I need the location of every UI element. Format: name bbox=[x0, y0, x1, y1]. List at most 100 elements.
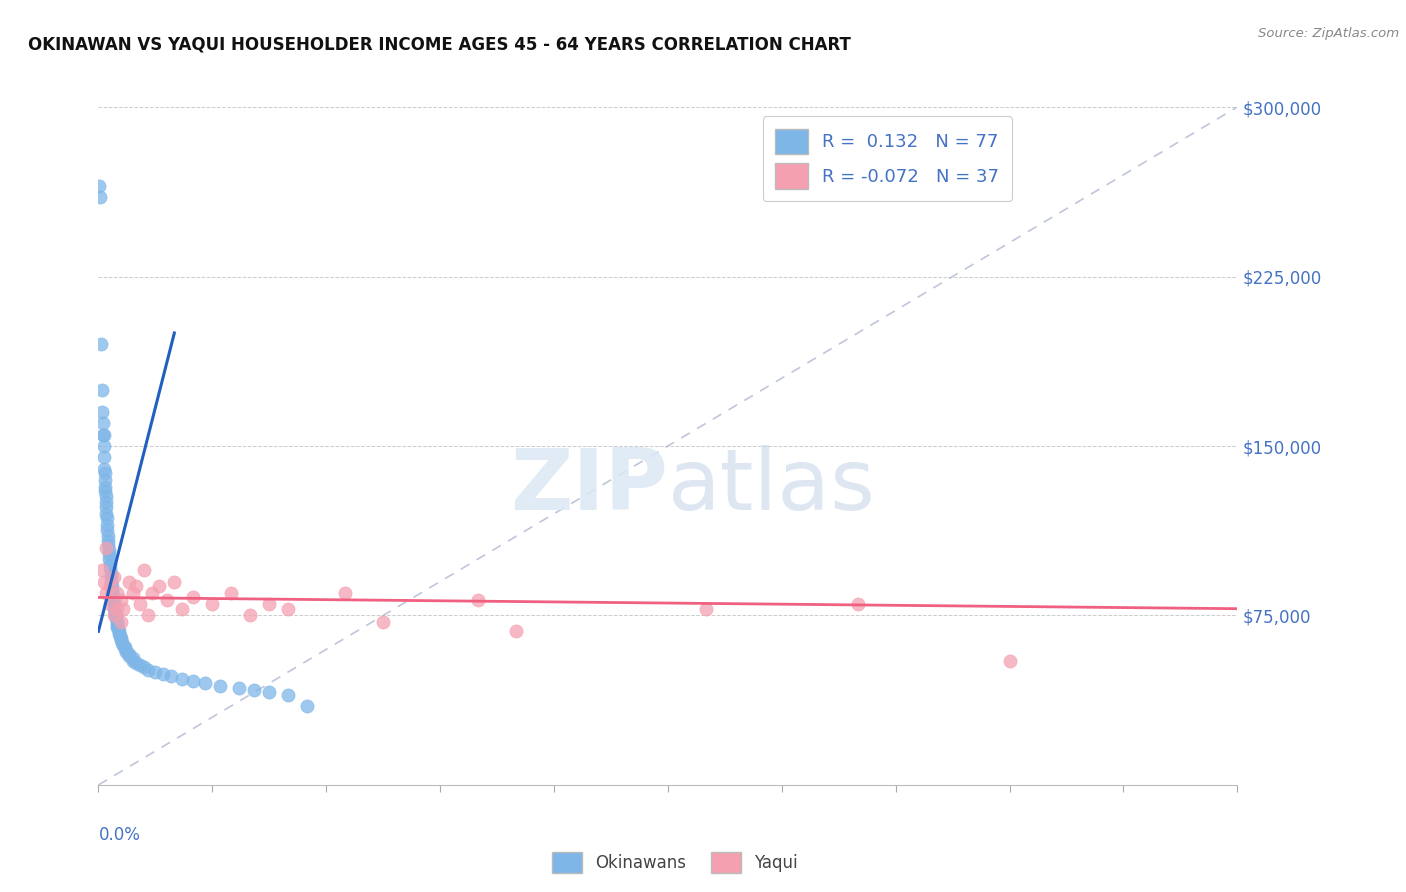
Point bbox=[111, 635, 134, 649]
Point bbox=[121, 651, 143, 665]
Point bbox=[110, 592, 132, 607]
Point bbox=[97, 533, 120, 548]
Point bbox=[505, 624, 527, 639]
Text: OKINAWAN VS YAQUI HOUSEHOLDER INCOME AGES 45 - 64 YEARS CORRELATION CHART: OKINAWAN VS YAQUI HOUSEHOLDER INCOME AGE… bbox=[28, 36, 851, 54]
Text: atlas: atlas bbox=[668, 445, 876, 528]
Point bbox=[194, 676, 217, 690]
Point bbox=[152, 667, 174, 681]
Point bbox=[103, 608, 125, 623]
Text: ZIP: ZIP bbox=[510, 445, 668, 528]
Point bbox=[98, 561, 121, 575]
Point bbox=[89, 190, 111, 204]
Point bbox=[94, 466, 117, 480]
Point bbox=[101, 591, 124, 605]
Point bbox=[115, 645, 138, 659]
Point bbox=[156, 592, 179, 607]
Point bbox=[94, 500, 117, 514]
Point bbox=[96, 518, 118, 533]
Point bbox=[136, 663, 159, 677]
Point bbox=[163, 574, 186, 589]
Point bbox=[112, 638, 135, 652]
Point bbox=[93, 461, 115, 475]
Point bbox=[277, 601, 299, 615]
Point bbox=[148, 579, 170, 593]
Point bbox=[112, 601, 135, 615]
Point bbox=[998, 654, 1021, 668]
Point bbox=[100, 566, 122, 580]
Point bbox=[201, 597, 224, 611]
Point bbox=[100, 570, 122, 584]
Point bbox=[121, 586, 143, 600]
Point bbox=[371, 615, 394, 630]
Point bbox=[277, 688, 299, 702]
Point bbox=[98, 579, 121, 593]
Point bbox=[228, 681, 250, 695]
Point bbox=[101, 583, 124, 598]
Point bbox=[145, 665, 167, 679]
Point bbox=[208, 679, 231, 693]
Point bbox=[104, 606, 127, 620]
Point bbox=[103, 597, 125, 611]
Point bbox=[107, 622, 129, 636]
Point bbox=[110, 633, 132, 648]
Point bbox=[93, 439, 115, 453]
Point bbox=[695, 601, 717, 615]
Point bbox=[297, 698, 319, 713]
Point bbox=[114, 640, 136, 654]
Point bbox=[125, 656, 148, 670]
Point bbox=[467, 592, 489, 607]
Point bbox=[121, 654, 143, 668]
Point bbox=[91, 383, 114, 397]
Point bbox=[103, 592, 125, 607]
Point bbox=[93, 427, 115, 442]
Point bbox=[91, 417, 114, 431]
Point bbox=[94, 480, 117, 494]
Point bbox=[94, 541, 117, 555]
Point bbox=[108, 624, 131, 639]
Point bbox=[97, 538, 120, 552]
Point bbox=[98, 557, 121, 571]
Point bbox=[94, 489, 117, 503]
Point bbox=[107, 586, 129, 600]
Point bbox=[107, 601, 129, 615]
Point bbox=[96, 511, 118, 525]
Legend: R =  0.132   N = 77, R = -0.072   N = 37: R = 0.132 N = 77, R = -0.072 N = 37 bbox=[762, 116, 1012, 202]
Point bbox=[114, 642, 136, 657]
Point bbox=[91, 563, 114, 577]
Point bbox=[125, 579, 148, 593]
Point bbox=[129, 597, 152, 611]
Point bbox=[118, 574, 141, 589]
Point bbox=[93, 450, 115, 465]
Point bbox=[93, 574, 115, 589]
Text: Source: ZipAtlas.com: Source: ZipAtlas.com bbox=[1258, 27, 1399, 40]
Point bbox=[118, 647, 141, 661]
Point bbox=[846, 597, 869, 611]
Point bbox=[94, 473, 117, 487]
Point bbox=[183, 673, 205, 688]
Point bbox=[259, 685, 281, 699]
Point bbox=[136, 608, 159, 623]
Point bbox=[93, 427, 115, 442]
Point bbox=[103, 570, 125, 584]
Point bbox=[159, 669, 181, 683]
Point bbox=[110, 631, 132, 645]
Point bbox=[108, 626, 131, 640]
Point bbox=[183, 591, 205, 605]
Point bbox=[98, 552, 121, 566]
Point bbox=[243, 683, 266, 698]
Text: 0.0%: 0.0% bbox=[98, 826, 141, 844]
Point bbox=[170, 601, 193, 615]
Point bbox=[170, 672, 193, 686]
Point bbox=[98, 597, 121, 611]
Point bbox=[104, 608, 127, 623]
Point bbox=[100, 579, 122, 593]
Point bbox=[103, 601, 125, 615]
Point bbox=[107, 617, 129, 632]
Point bbox=[132, 660, 155, 674]
Point bbox=[132, 563, 155, 577]
Point bbox=[107, 620, 129, 634]
Point bbox=[104, 611, 127, 625]
Point bbox=[108, 629, 131, 643]
Point bbox=[335, 586, 357, 600]
Point bbox=[259, 597, 281, 611]
